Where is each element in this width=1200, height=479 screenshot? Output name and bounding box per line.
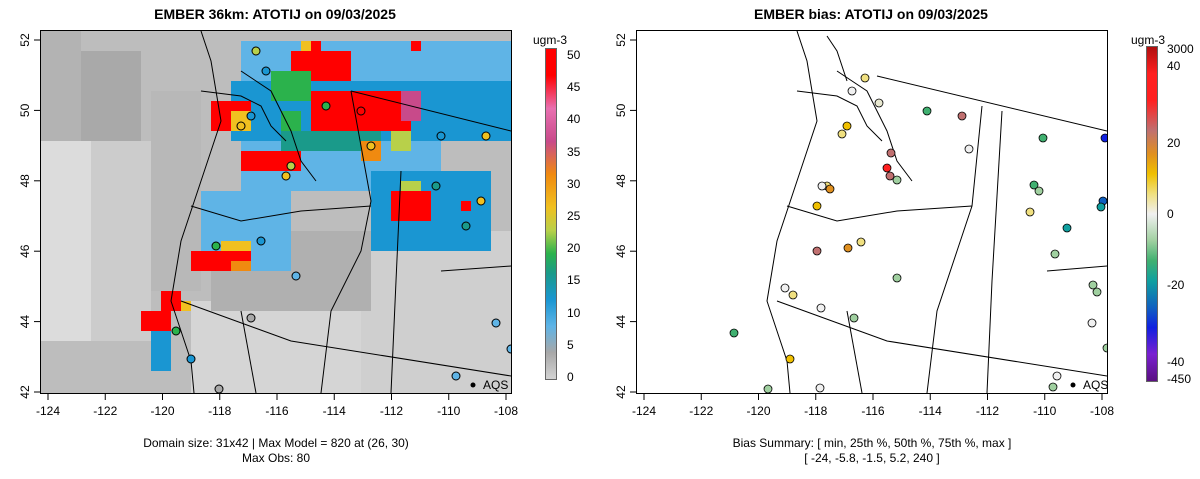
x-tick-label: -108: [1090, 404, 1114, 418]
left-map-title: EMBER 36km: ATOTIJ on 09/03/2025: [154, 6, 396, 22]
colorbar-tick-label: 50: [567, 48, 581, 62]
colorbar-tick-label: 0: [567, 370, 574, 384]
left-aqs-legend: AQS: [470, 378, 508, 392]
land-field-south: [191, 301, 361, 393]
left-colorbar-unit: ugm-3: [532, 33, 567, 47]
y-tick-label: 44: [614, 315, 628, 329]
y-tick-label: 48: [18, 174, 32, 188]
x-tick-label: -120: [746, 404, 770, 418]
colorbar-tick-label: 0: [1167, 207, 1174, 221]
x-tick-label: -116: [265, 404, 288, 418]
y-tick-label: 50: [614, 103, 628, 117]
x-tick-label: -116: [861, 404, 884, 418]
colorbar-tick-label: 3000: [1167, 42, 1194, 57]
right-map-title: EMBER bias: ATOTIJ on 09/03/2025: [754, 6, 988, 22]
right-aqs-legend: AQS: [1070, 378, 1107, 392]
x-tick-label: -120: [150, 404, 174, 418]
colorbar-tick-label: -40: [1167, 354, 1185, 369]
y-tick-label: 50: [18, 103, 32, 117]
colorbar-tick-label: 20: [1167, 136, 1181, 151]
colorbar-tick-label: 5: [567, 337, 574, 352]
right-map-borders: [766, 31, 1107, 393]
colorbar-tick-label: 35: [567, 144, 581, 159]
aqs-marker-icon: [1070, 382, 1076, 388]
colorbar-tick-label: 25: [567, 209, 581, 223]
x-tick-label: -124: [632, 404, 656, 418]
x-tick-label: -112: [380, 404, 403, 418]
colorbar-tick-label: 40: [1167, 59, 1181, 74]
x-tick-label: -122: [93, 404, 117, 418]
left-y-ticks: 52 50 48 46 44 42: [18, 33, 40, 399]
left-caption-line1: Domain size: 31x42 | Max Model = 820 at …: [143, 436, 409, 450]
y-tick-label: 52: [18, 33, 32, 47]
right-caption-line1: Bias Summary: [ min, 25th %, 50th %, 75t…: [732, 436, 1012, 450]
y-tick-label: 46: [614, 244, 628, 258]
right-aqs-label: AQS: [1083, 378, 1107, 392]
y-tick-label: 52: [614, 33, 628, 47]
colorbar-tick-label: -20: [1167, 277, 1185, 292]
ocean-field-mid2: [91, 141, 151, 341]
x-tick-label: -124: [36, 404, 60, 418]
right-y-ticks: 52 50 48 46 44 42: [614, 33, 636, 399]
x-tick-label: -110: [1033, 404, 1056, 418]
colorbar-tick-label: 20: [567, 241, 581, 256]
left-x-ticks: -124 -122 -120 -118 -116 -114 -112 -110 -108: [36, 394, 518, 418]
right-map: AQS: [729, 31, 1107, 393]
right-colorbar-unit: ugm-3: [1130, 33, 1165, 47]
right-x-ticks: -124 -122 -120 -118 -116 -114 -112 -110 -108: [632, 394, 1114, 418]
obs-dots: [171, 46, 511, 393]
x-tick-label: -108: [494, 404, 518, 418]
x-tick-label: -112: [976, 404, 999, 418]
x-tick-label: -118: [804, 404, 827, 418]
y-tick-label: 44: [18, 315, 32, 329]
left-aqs-label: AQS: [483, 378, 508, 392]
ocean-field-dark: [41, 31, 81, 141]
aqs-marker-icon: [470, 382, 476, 388]
right-caption-line2: [ -24, -5.8, -1.5, 5.2, 240 ]: [804, 451, 940, 465]
x-tick-label: -110: [437, 404, 460, 418]
left-map-frame: AQS: [40, 30, 512, 394]
right-colorbar: [1146, 46, 1158, 382]
left-colorbar: [545, 48, 557, 380]
colorbar-tick-label: 10: [567, 305, 581, 320]
x-tick-label: -114: [323, 404, 346, 418]
right-map-frame: AQS: [636, 30, 1108, 394]
colorbar-tick-label: 15: [567, 273, 581, 288]
x-tick-label: -118: [208, 404, 231, 418]
y-tick-label: 46: [18, 244, 32, 258]
y-tick-label: 48: [614, 174, 628, 188]
left-map: AQS: [41, 31, 511, 393]
ocean-field-light: [41, 141, 91, 341]
colorbar-tick-label: 40: [567, 112, 581, 127]
y-tick-label: 42: [18, 385, 32, 399]
left-caption-line2: Max Obs: 80: [241, 451, 311, 465]
smoke-cells: [141, 41, 511, 371]
y-tick-label: 42: [614, 385, 628, 399]
x-tick-label: -114: [919, 404, 942, 418]
bias-dots: [729, 73, 1107, 393]
colorbar-tick-label: -450: [1167, 371, 1192, 386]
map-borders: [170, 31, 511, 393]
land-field-east: [361, 231, 511, 393]
colorbar-tick-label: 30: [567, 176, 581, 191]
ocean-field-mid: [81, 51, 141, 141]
colorbar-tick-label: 45: [567, 80, 581, 95]
x-tick-label: -122: [689, 404, 713, 418]
